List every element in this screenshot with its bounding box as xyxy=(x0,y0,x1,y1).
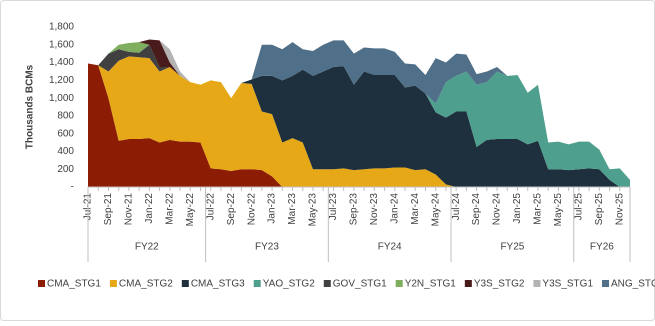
x-group-label: FY24 xyxy=(378,242,402,253)
x-tick-label: Jan-23 xyxy=(267,193,278,224)
y-tick-label: - xyxy=(71,182,74,193)
x-tick-label: Sep-23 xyxy=(349,193,360,226)
legend-label: CMA_STG2 xyxy=(119,279,173,290)
x-group-label: FY22 xyxy=(135,242,159,253)
x-tick-label: Jan-25 xyxy=(512,193,523,224)
x-tick-label: Jul-24 xyxy=(451,193,462,221)
x-tick-label: Jul-23 xyxy=(328,193,339,221)
x-tick-label: Nov-24 xyxy=(492,193,503,226)
y-tick-label: 1,400 xyxy=(49,57,74,68)
legend-label: Y2N_STG1 xyxy=(405,279,457,290)
legend-label: ANG_STG1 xyxy=(611,279,655,290)
x-tick-label: Mar-24 xyxy=(410,193,421,225)
legend-swatch xyxy=(253,280,261,287)
legend-label: YAO_STG2 xyxy=(263,279,315,290)
legend-swatch xyxy=(109,280,117,287)
y-tick-label: 1,200 xyxy=(49,75,74,86)
x-tick-label: Sep-25 xyxy=(594,193,605,226)
legend-swatch xyxy=(395,280,403,287)
x-tick-label: Nov-23 xyxy=(369,193,380,226)
x-tick-label: Nov-25 xyxy=(614,193,625,226)
x-tick-label: Nov-21 xyxy=(124,193,135,226)
x-tick-label: Sep-24 xyxy=(471,193,482,226)
x-tick-label: Mar-23 xyxy=(287,193,298,225)
legend-swatch xyxy=(464,280,472,287)
legend-label: Y3S_STG2 xyxy=(474,279,525,290)
legend-swatch xyxy=(181,280,189,287)
x-tick-label: Sep-22 xyxy=(226,193,237,226)
legend-label: Y3S_STG1 xyxy=(542,279,593,290)
x-tick-label: Mar-25 xyxy=(533,193,544,225)
y-tick-label: 200 xyxy=(57,164,74,175)
y-tick-label: 400 xyxy=(57,146,74,157)
y-tick-label: 1,000 xyxy=(49,93,74,104)
legend-label: CMA_STG1 xyxy=(47,279,101,290)
area xyxy=(88,56,630,188)
x-tick-label: Sep-21 xyxy=(103,193,114,226)
x-tick-label: Jan-22 xyxy=(144,193,155,224)
y-tick-label: 600 xyxy=(57,128,74,139)
area xyxy=(88,63,630,187)
x-group-label: FY26 xyxy=(590,242,614,253)
y-axis-title: Thousands BCMs xyxy=(25,64,36,149)
y-tick-label: 800 xyxy=(57,111,74,122)
x-tick-label: May-25 xyxy=(553,193,564,227)
legend-swatch xyxy=(533,280,541,287)
y-tick-label: 1,800 xyxy=(49,22,74,33)
x-tick-label: Jul-22 xyxy=(205,193,216,221)
x-tick-label: May-22 xyxy=(185,193,196,227)
x-tick-label: May-24 xyxy=(430,193,441,227)
legend-label: CMA_STG3 xyxy=(191,279,245,290)
x-group-label: FY23 xyxy=(255,242,279,253)
x-group-label: FY25 xyxy=(500,242,524,253)
legend-label: GOV_STG1 xyxy=(333,279,387,290)
x-tick-label: Jul-25 xyxy=(574,193,585,221)
legend-swatch xyxy=(602,280,610,287)
legend-swatch xyxy=(323,280,331,287)
area xyxy=(88,56,630,188)
x-tick-label: Mar-22 xyxy=(164,193,175,225)
area xyxy=(88,39,630,180)
x-tick-label: Jan-24 xyxy=(389,193,400,224)
x-tick-label: Nov-22 xyxy=(246,193,257,226)
legend-swatch xyxy=(38,280,45,287)
area xyxy=(88,56,630,188)
y-tick-label: 1,600 xyxy=(49,39,74,50)
x-tick-label: May-23 xyxy=(308,193,319,227)
